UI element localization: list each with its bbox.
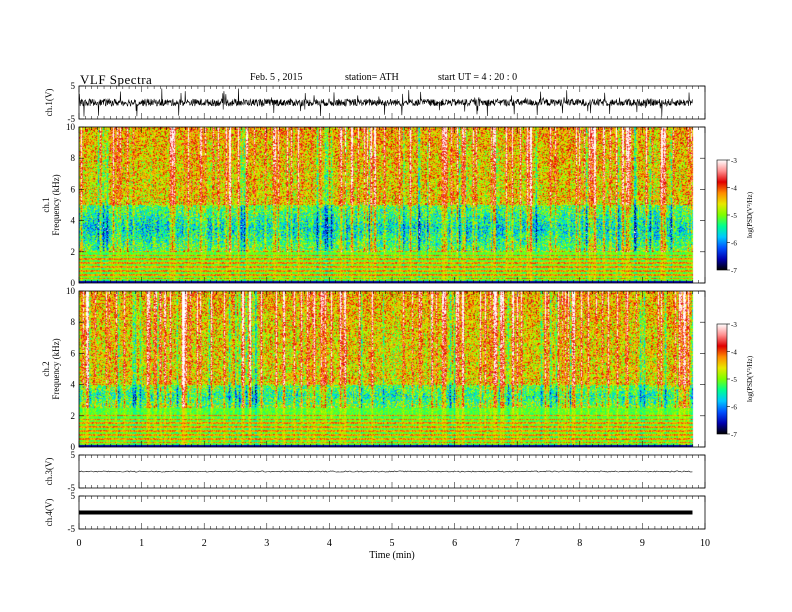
colorbar-tick-label: -7 bbox=[731, 267, 737, 275]
x-tick-label: 8 bbox=[577, 538, 582, 549]
x-tick-label: 1 bbox=[139, 538, 144, 549]
spectrogram-layer bbox=[79, 127, 705, 447]
y-axis-label: ch.4(V) bbox=[44, 499, 54, 527]
x-tick-label: 0 bbox=[77, 538, 82, 549]
channel-label: ch.2 bbox=[41, 361, 51, 376]
y-tick-label: 0 bbox=[71, 278, 76, 288]
colorbar-label: log(PSD(V²/Hz) bbox=[746, 191, 754, 238]
x-tick-label: 9 bbox=[640, 538, 645, 549]
y-tick-label: 10 bbox=[66, 122, 76, 132]
ch2-spectrogram-image bbox=[79, 291, 705, 447]
y-tick-label: -5 bbox=[68, 483, 76, 493]
x-axis-label: Time (min) bbox=[369, 550, 414, 561]
y-tick-label: 4 bbox=[71, 380, 76, 390]
y-tick-label: 2 bbox=[71, 247, 76, 257]
x-tick-label: 4 bbox=[327, 538, 332, 549]
ch1-spectrogram-image bbox=[79, 127, 705, 283]
colorbar-tick-label: -3 bbox=[731, 321, 737, 329]
y-tick-label: 5 bbox=[71, 491, 76, 501]
start-time-label: start UT = 4 : 20 : 0 bbox=[438, 72, 518, 83]
x-tick-label: 5 bbox=[390, 538, 395, 549]
colorbar-tick-label: -3 bbox=[731, 157, 737, 165]
colorbar-tick-label: -6 bbox=[731, 404, 737, 412]
colorbar-tick-label: -4 bbox=[731, 185, 737, 193]
y-tick-label: 10 bbox=[66, 286, 76, 296]
colorbar-tick-label: -5 bbox=[731, 212, 737, 220]
plot-title: VLF Spectra bbox=[80, 72, 153, 87]
axes-layer bbox=[78, 85, 730, 530]
colorbar-tick-label: -7 bbox=[731, 431, 737, 439]
y-tick-label: 6 bbox=[71, 184, 76, 194]
y-axis-label: Frequency (kHz) bbox=[51, 174, 61, 235]
ch3-waveform-line bbox=[78, 470, 693, 473]
x-tick-label: 3 bbox=[264, 538, 269, 549]
x-tick-label: 2 bbox=[202, 538, 207, 549]
x-tick-label: 6 bbox=[452, 538, 457, 549]
colorbar-tick-label: -5 bbox=[731, 376, 737, 384]
channel-label: ch.1 bbox=[41, 197, 51, 212]
colorbar-2 bbox=[716, 323, 728, 435]
y-tick-label: -5 bbox=[68, 524, 76, 534]
y-tick-label: 2 bbox=[71, 411, 76, 421]
x-tick-label: 7 bbox=[515, 538, 520, 549]
y-axis-label: ch.1(V) bbox=[44, 89, 54, 117]
colorbar-tick-label: -4 bbox=[731, 349, 737, 357]
colorbar-tick-label: -6 bbox=[731, 240, 737, 248]
waveform-layer bbox=[78, 88, 693, 515]
y-axis-label: ch.3(V) bbox=[44, 458, 54, 486]
y-tick-label: 4 bbox=[71, 216, 76, 226]
y-tick-label: 8 bbox=[71, 317, 76, 327]
station-label: station= ATH bbox=[345, 72, 399, 83]
date-label: Feb. 5 , 2015 bbox=[250, 72, 303, 83]
colorbar-1 bbox=[716, 159, 728, 271]
y-tick-label: 8 bbox=[71, 153, 76, 163]
y-tick-label: 0 bbox=[71, 442, 76, 452]
y-axis-label: Frequency (kHz) bbox=[51, 338, 61, 399]
y-tick-label: 5 bbox=[71, 450, 76, 460]
ch1-waveform-line bbox=[78, 88, 693, 117]
colorbar-label: log(PSD(V²/Hz) bbox=[746, 355, 754, 402]
y-tick-label: -5 bbox=[68, 114, 76, 124]
y-tick-label: 6 bbox=[71, 348, 76, 358]
x-tick-label: 10 bbox=[700, 538, 710, 549]
y-tick-label: 5 bbox=[71, 81, 76, 91]
